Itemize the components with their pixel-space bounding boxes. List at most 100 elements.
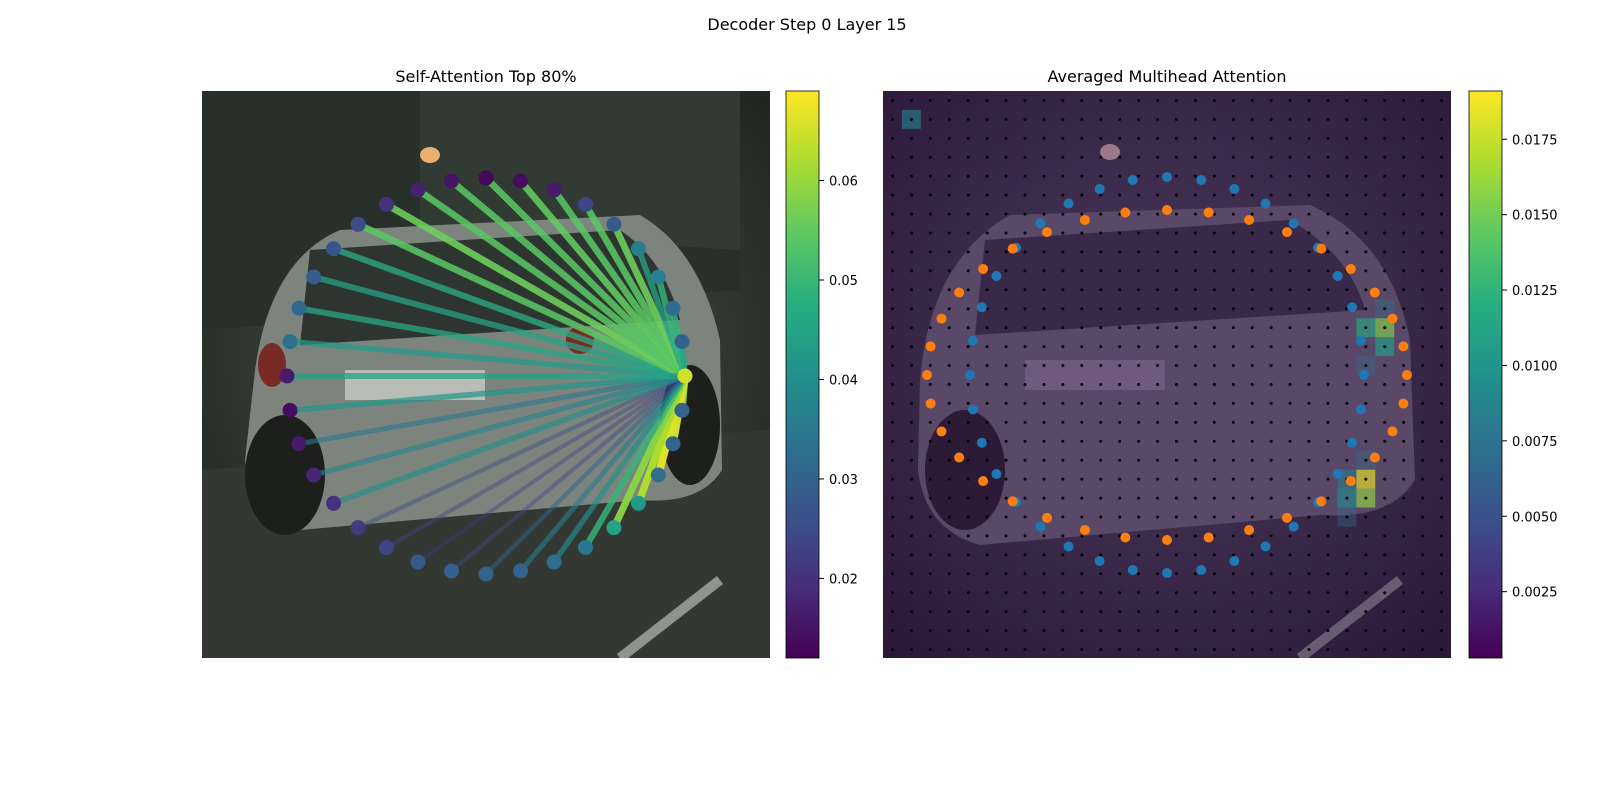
attention-edge <box>483 373 688 577</box>
attention-node <box>650 467 666 483</box>
attention-edge <box>449 373 688 574</box>
attention-edge <box>296 373 688 447</box>
series-point <box>1369 452 1380 463</box>
series-point <box>1007 243 1018 254</box>
attention-node <box>291 436 307 452</box>
series-point <box>1345 476 1356 487</box>
attention-node <box>306 269 322 285</box>
attention-node <box>379 197 394 213</box>
attention-edge <box>330 245 689 380</box>
attention-node <box>410 554 426 570</box>
series-point <box>1162 172 1172 182</box>
series-point <box>1316 243 1327 254</box>
colorbar-tick-label: 0.04 <box>829 373 858 388</box>
orange-point-series <box>922 205 1412 545</box>
colorbar-tick-label: 0.0175 <box>1512 133 1558 148</box>
series-point <box>1402 370 1412 380</box>
series-point <box>1347 302 1358 313</box>
left-panel-title: Self-Attention Top 80% <box>395 67 576 86</box>
series-point <box>922 370 932 380</box>
query-node <box>677 368 693 384</box>
attention-node <box>546 182 562 198</box>
colorbar-tick-label: 0.0050 <box>1512 510 1558 525</box>
series-point <box>1120 207 1131 218</box>
attention-node <box>478 566 494 582</box>
attention-edge <box>384 373 688 550</box>
attention-edge <box>482 174 689 380</box>
series-point <box>1387 426 1398 437</box>
series-point <box>1196 564 1207 575</box>
attention-edge <box>330 373 688 507</box>
series-point <box>1398 398 1409 409</box>
series-point <box>1356 404 1367 415</box>
series-point <box>1332 469 1343 479</box>
attention-edge <box>518 373 688 574</box>
attention-edge <box>415 374 687 564</box>
attention-node <box>410 182 426 198</box>
series-point <box>965 370 975 380</box>
series-point <box>1079 214 1090 225</box>
series-point <box>1260 198 1271 209</box>
series-point <box>1162 205 1172 215</box>
attention-node <box>513 563 529 579</box>
series-point <box>954 287 965 298</box>
series-point <box>1369 287 1380 298</box>
attention-edge <box>582 372 689 551</box>
attention-node <box>350 520 366 536</box>
colorbar-tick-label: 0.05 <box>829 274 858 289</box>
series-point <box>936 313 947 324</box>
series-point <box>976 302 987 313</box>
attention-node <box>443 173 459 189</box>
figure-title: Decoder Step 0 Layer 15 <box>707 15 906 34</box>
series-point <box>1244 214 1255 225</box>
attention-edge <box>448 177 689 380</box>
series-point <box>1042 512 1052 523</box>
series-point <box>1162 535 1172 545</box>
attention-node <box>546 554 562 570</box>
colorbar-tick-label: 0.0025 <box>1512 586 1558 601</box>
series-point <box>925 341 936 352</box>
series-point <box>1079 525 1090 536</box>
attention-edge <box>414 186 689 380</box>
series-point <box>1282 227 1292 238</box>
attention-node <box>478 170 494 186</box>
attention-node <box>513 173 529 189</box>
attention-edge <box>287 373 688 414</box>
series-point <box>1127 564 1138 575</box>
attention-edge <box>287 338 688 379</box>
series-point <box>1229 183 1240 194</box>
series-point <box>1398 341 1409 352</box>
right-colorbar <box>1468 90 1503 659</box>
series-point <box>1288 521 1299 532</box>
series-point <box>1035 218 1046 229</box>
series-point <box>1094 556 1105 567</box>
series-point <box>1127 175 1138 186</box>
series-point <box>1094 183 1105 194</box>
attention-node <box>630 495 646 511</box>
attention-node <box>279 368 295 384</box>
attention-node <box>578 197 593 213</box>
series-point <box>1162 568 1172 578</box>
attention-edge <box>517 177 689 380</box>
attention-node <box>606 216 622 232</box>
left-colorbar-ticks: 0.02 0.03 0.04 0.05 0.06 <box>819 175 858 587</box>
attention-node <box>379 539 394 555</box>
series-point <box>1387 313 1398 324</box>
series-point <box>1063 541 1074 552</box>
attention-edge <box>355 373 688 530</box>
series-point <box>1347 437 1358 448</box>
attention-edge <box>354 220 689 380</box>
series-point <box>976 437 987 448</box>
series-point <box>1316 496 1327 507</box>
attention-node <box>443 563 459 579</box>
colorbar-tick-label: 0.0125 <box>1512 284 1558 299</box>
series-point <box>1035 521 1046 532</box>
series-point <box>1260 541 1271 552</box>
attention-node <box>306 467 322 483</box>
attention-edge <box>311 373 688 478</box>
colorbar-tick-label: 0.0075 <box>1512 435 1558 450</box>
colorbar-tick-label: 0.03 <box>829 473 858 488</box>
series-point <box>1042 227 1052 238</box>
left-colorbar <box>785 90 820 659</box>
series-point <box>1203 532 1214 543</box>
